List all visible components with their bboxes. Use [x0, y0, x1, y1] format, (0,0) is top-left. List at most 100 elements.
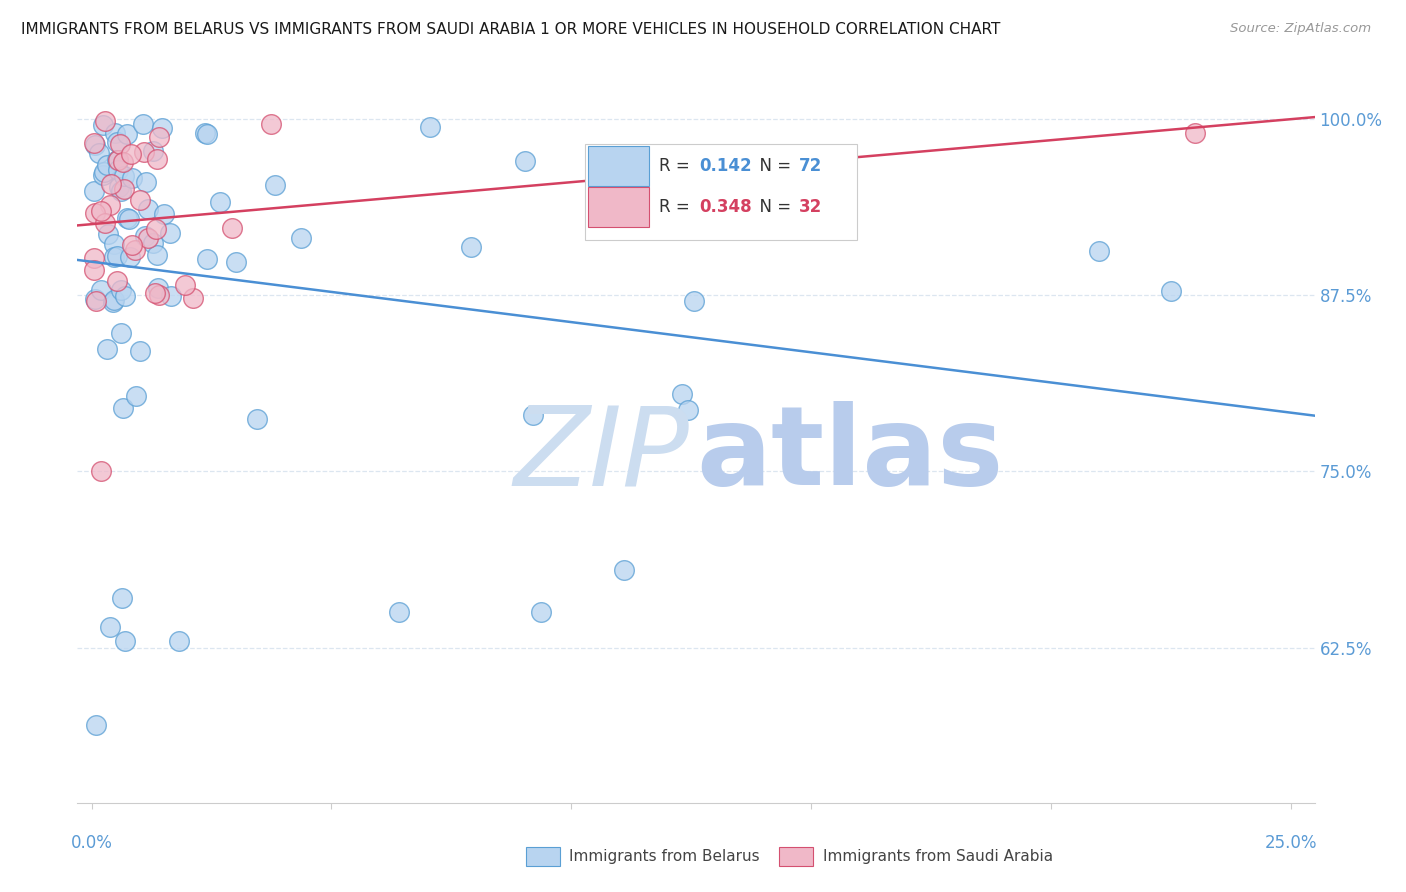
Point [145, 222, 167, 236]
Point [290, 231, 312, 245]
Point [84, 206, 107, 220]
Point [678, 402, 700, 417]
Point [90, 204, 112, 219]
Point [134, 145, 156, 159]
Point [132, 117, 155, 131]
Point [118, 250, 141, 264]
Point [110, 326, 132, 341]
Point [84, 293, 107, 308]
Point [419, 120, 441, 134]
Point [181, 292, 204, 306]
Point [103, 251, 125, 265]
Point [124, 243, 146, 257]
Point [145, 153, 167, 167]
Point [83, 136, 105, 151]
Point [209, 194, 232, 209]
Point [530, 606, 553, 620]
Point [148, 130, 170, 145]
Point [112, 169, 135, 184]
Point [671, 387, 693, 401]
Point [121, 170, 143, 185]
FancyBboxPatch shape [588, 186, 650, 227]
Point [125, 388, 148, 402]
FancyBboxPatch shape [588, 146, 650, 186]
Text: N =: N = [749, 157, 797, 175]
Point [111, 401, 134, 415]
Point [159, 226, 181, 240]
Point [148, 281, 170, 295]
Point [94, 114, 117, 128]
Point [112, 182, 135, 196]
Point [107, 274, 129, 288]
Point [98, 619, 121, 633]
Point [83, 263, 105, 277]
Point [1088, 244, 1111, 259]
Point [221, 221, 243, 235]
Point [94, 216, 117, 230]
Point [104, 126, 127, 140]
Text: Source: ZipAtlas.com: Source: ZipAtlas.com [1230, 22, 1371, 36]
Point [90, 283, 112, 297]
Point [105, 135, 128, 149]
Point [96, 342, 118, 356]
Text: R =: R = [659, 157, 695, 175]
Point [107, 162, 129, 177]
Point [93, 164, 115, 178]
Text: R =: R = [659, 198, 695, 216]
Text: 32: 32 [799, 198, 823, 216]
Point [115, 127, 138, 141]
Point [613, 563, 636, 577]
Point [522, 408, 544, 422]
Text: 0.142: 0.142 [700, 157, 752, 175]
Point [143, 285, 166, 300]
Point [150, 121, 173, 136]
Point [173, 278, 195, 293]
Point [83, 251, 105, 265]
Point [246, 412, 269, 426]
Point [263, 178, 285, 192]
Point [110, 184, 132, 198]
Point [103, 293, 125, 308]
Text: 0.0%: 0.0% [70, 834, 112, 852]
Point [129, 343, 152, 358]
Point [110, 283, 132, 297]
Text: 0.348: 0.348 [700, 198, 752, 216]
Point [103, 236, 125, 251]
Point [111, 591, 134, 606]
Point [83, 185, 105, 199]
Point [90, 464, 112, 478]
Point [98, 198, 121, 212]
Point [96, 158, 118, 172]
Point [100, 177, 122, 191]
Point [1184, 126, 1206, 140]
Point [195, 127, 218, 141]
Text: 72: 72 [799, 157, 823, 175]
Text: Immigrants from Belarus: Immigrants from Belarus [569, 849, 761, 863]
Point [111, 154, 134, 169]
Point [167, 633, 190, 648]
Point [84, 718, 107, 732]
Point [107, 153, 129, 167]
FancyBboxPatch shape [585, 144, 856, 240]
Point [134, 229, 156, 244]
Point [84, 138, 107, 153]
Point [388, 606, 411, 620]
Point [145, 248, 167, 262]
Text: Immigrants from Saudi Arabia: Immigrants from Saudi Arabia [823, 849, 1053, 863]
Text: 25.0%: 25.0% [1264, 834, 1317, 852]
Point [101, 295, 124, 310]
Point [142, 144, 165, 158]
Point [148, 287, 170, 301]
Point [225, 255, 247, 269]
Point [683, 293, 706, 308]
Point [142, 235, 165, 250]
Text: atlas: atlas [696, 401, 1004, 508]
Point [136, 230, 159, 244]
Point [97, 227, 120, 241]
Point [117, 211, 139, 226]
Point [107, 153, 129, 167]
Point [160, 289, 183, 303]
Text: N =: N = [749, 198, 797, 216]
Point [87, 146, 110, 161]
Point [153, 207, 176, 221]
